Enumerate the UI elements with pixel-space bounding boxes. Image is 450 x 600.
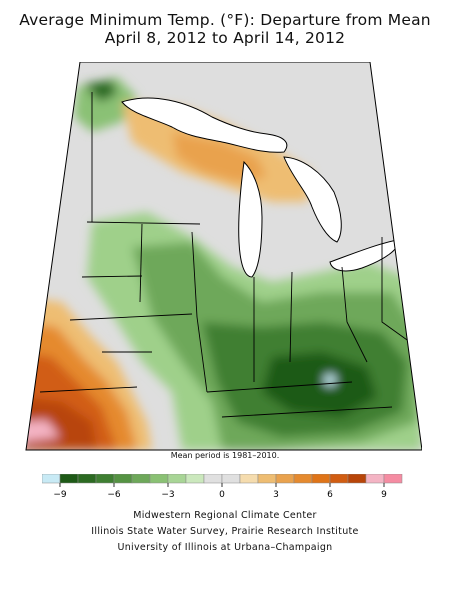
legend-swatch bbox=[42, 474, 61, 484]
legend-swatch bbox=[203, 474, 223, 484]
legend-swatch bbox=[77, 474, 97, 484]
map-title: Average Minimum Temp. (°F): Departure fr… bbox=[19, 11, 431, 29]
lake-michigan bbox=[238, 160, 263, 278]
legend-tick-label: 6 bbox=[327, 490, 333, 500]
credit-line-1: Midwestern Regional Climate Center bbox=[133, 510, 317, 521]
legend-swatch bbox=[383, 474, 403, 484]
legend-swatch bbox=[293, 474, 313, 484]
state-borders bbox=[39, 92, 418, 418]
legend-tick-label: −9 bbox=[53, 490, 67, 500]
legend-tick-label: 3 bbox=[273, 490, 279, 500]
legend-swatch bbox=[329, 474, 349, 484]
lake-superior bbox=[121, 97, 288, 153]
legend-swatch bbox=[347, 474, 367, 484]
great-lakes bbox=[121, 97, 399, 278]
color-scale-legend: −9 −6 −3 0 3 6 9 bbox=[42, 474, 403, 500]
legend-tick-label: −6 bbox=[107, 490, 121, 500]
legend-swatch bbox=[131, 474, 151, 484]
temperature-departure-map bbox=[25, 62, 422, 451]
legend-tick-label: 9 bbox=[381, 490, 387, 500]
legend-swatch bbox=[257, 474, 277, 484]
legend-swatch bbox=[365, 474, 385, 484]
mean-period-note: Mean period is 1981–2010. bbox=[170, 451, 280, 460]
credit-line-3: University of Illinois at Urbana–Champai… bbox=[117, 542, 333, 553]
legend-swatch bbox=[95, 474, 115, 484]
lake-huron bbox=[283, 156, 342, 243]
legend-tick-label: 0 bbox=[219, 490, 225, 500]
legend-swatch bbox=[221, 474, 241, 484]
legend-swatch bbox=[311, 474, 331, 484]
legend-swatch bbox=[149, 474, 169, 484]
legend-tick-label: −3 bbox=[161, 490, 174, 500]
map-date-range: April 8, 2012 to April 14, 2012 bbox=[104, 29, 346, 47]
legend-swatch bbox=[59, 474, 79, 484]
legend-swatch bbox=[185, 474, 205, 484]
legend-swatch bbox=[167, 474, 187, 484]
legend-swatch bbox=[275, 474, 295, 484]
credit-line-2: Illinois State Water Survey, Prairie Res… bbox=[91, 526, 359, 537]
legend-swatch bbox=[239, 474, 259, 484]
legend-swatch bbox=[113, 474, 133, 484]
